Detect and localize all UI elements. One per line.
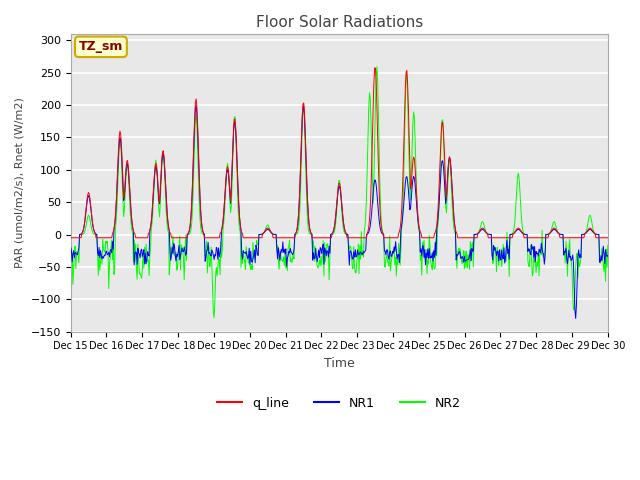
NR2	[67, 244, 74, 250]
NR1	[405, 197, 413, 203]
NR2	[77, 232, 84, 238]
q_line	[405, 132, 413, 138]
Text: TZ_sm: TZ_sm	[79, 40, 123, 53]
NR2	[186, 230, 194, 236]
NR1	[421, 247, 429, 252]
NR1	[67, 244, 74, 250]
NR2	[132, 241, 140, 247]
q_line	[371, 65, 378, 71]
Title: Floor Solar Radiations: Floor Solar Radiations	[255, 15, 423, 30]
q_line	[215, 235, 223, 240]
NR1	[216, 254, 223, 260]
NR2	[216, 257, 223, 263]
Legend: q_line, NR1, NR2: q_line, NR1, NR2	[212, 392, 466, 415]
q_line	[604, 235, 612, 240]
q_line	[67, 235, 74, 240]
NR2	[373, 64, 381, 70]
NR2	[422, 260, 429, 265]
NR2	[406, 191, 413, 197]
q_line	[77, 235, 84, 240]
Line: NR1: NR1	[70, 106, 608, 318]
X-axis label: Time: Time	[324, 357, 355, 370]
Line: NR2: NR2	[70, 67, 608, 318]
Y-axis label: PAR (umol/m2/s), Rnet (W/m2): PAR (umol/m2/s), Rnet (W/m2)	[15, 97, 25, 268]
NR1	[132, 249, 140, 255]
NR1	[572, 315, 580, 321]
q_line	[421, 235, 429, 240]
NR2	[211, 315, 218, 321]
q_line	[132, 235, 140, 240]
q_line	[186, 222, 194, 228]
NR1	[77, 231, 84, 237]
NR1	[186, 223, 194, 228]
NR1	[193, 103, 200, 108]
NR2	[604, 242, 612, 248]
Line: q_line: q_line	[70, 68, 608, 238]
NR1	[604, 252, 612, 258]
